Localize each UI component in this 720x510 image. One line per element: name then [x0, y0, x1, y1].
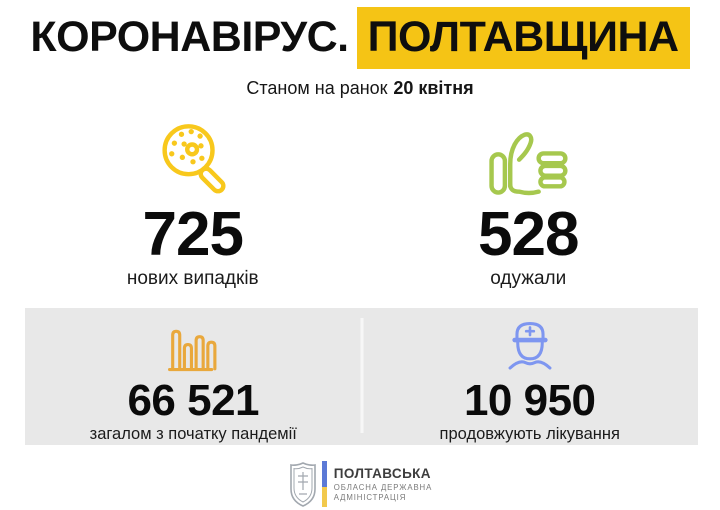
bar-chart-icon: [25, 321, 362, 373]
stat-recovered: 528 одужали: [361, 119, 697, 290]
stat-label: нових випадків: [126, 267, 259, 289]
medic-icon: [362, 321, 699, 373]
vertical-divider: [360, 317, 363, 433]
page-title: КОРОНАВІРУС. ПОЛТАВЩИНА: [0, 7, 720, 69]
stats-row-bottom: 66 521 загалом з початку пандемії 10 950…: [25, 307, 699, 445]
title-region-highlight: ПОЛТАВЩИНА: [356, 7, 690, 69]
title-text: КОРОНАВІРУС.: [30, 13, 349, 61]
report-date: 20 квітня: [393, 77, 474, 98]
thumbs-up-icon: [361, 119, 697, 199]
coat-of-arms-icon: [289, 461, 316, 507]
covid-infographic: КОРОНАВІРУС. ПОЛТАВЩИНА Станом на ранок 20…: [0, 7, 720, 510]
stat-label: продовжують лікування: [439, 424, 620, 443]
org-text: ПОЛТАВСЬКА ОБЛАСНА ДЕРЖАВНА АДМІНІСТРАЦІ…: [334, 466, 432, 502]
report-date-line: Станом на ранок 20 квітня: [0, 78, 720, 99]
footer-logo: ПОЛТАВСЬКА ОБЛАСНА ДЕРЖАВНА АДМІНІСТРАЦІ…: [0, 461, 720, 508]
stat-value: 528: [478, 199, 579, 269]
stat-label: загалом з початку пандемії: [89, 424, 297, 443]
stats-row-top: 725 нових випадків 528 одужали: [25, 119, 696, 290]
stat-new-cases: 725 нових випадків: [25, 119, 361, 290]
date-prefix: Станом на ранок: [246, 77, 388, 98]
stat-value: 10 950: [463, 375, 596, 425]
stat-in-treatment: 10 950 продовжують лікування: [362, 308, 699, 445]
virus-search-icon: [25, 119, 361, 199]
stat-total: 66 521 загалом з початку пандемії: [25, 308, 362, 445]
stat-value: 66 521: [127, 375, 260, 425]
org-subline: ОБЛАСНА ДЕРЖАВНА: [333, 482, 433, 492]
org-name: ПОЛТАВСЬКА: [333, 466, 431, 482]
flag-divider: [321, 461, 327, 508]
stat-value: 725: [142, 199, 244, 269]
stat-label: одужали: [490, 267, 567, 289]
org-subline: АДМІНІСТРАЦІЯ: [333, 493, 407, 503]
